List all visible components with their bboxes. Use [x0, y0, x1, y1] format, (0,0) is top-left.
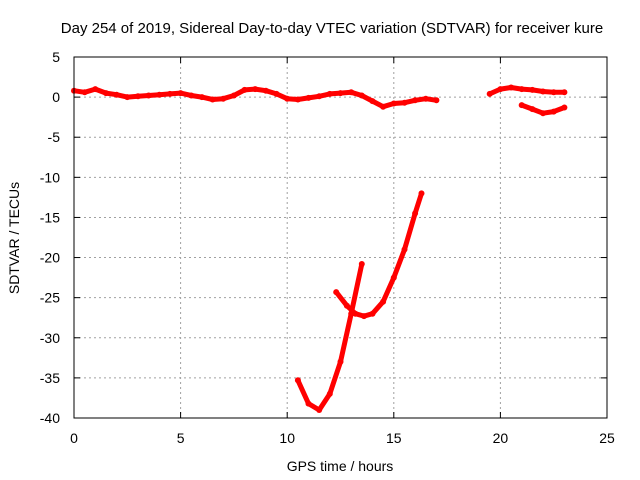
- y-tick-label: -40: [40, 410, 60, 426]
- data-point: [412, 210, 419, 217]
- data-point: [284, 95, 291, 102]
- data-point: [166, 90, 173, 97]
- data-point: [358, 92, 365, 99]
- data-point: [81, 89, 88, 96]
- chart-title: Day 254 of 2019, Sidereal Day-to-day VTE…: [61, 20, 603, 37]
- data-point: [92, 86, 99, 93]
- data-point: [401, 99, 408, 106]
- data-point: [273, 90, 280, 97]
- data-point: [412, 97, 419, 104]
- data-point: [343, 302, 350, 309]
- data-point: [550, 108, 557, 115]
- data-point: [113, 91, 120, 98]
- data-series-layer: [71, 84, 568, 413]
- data-point: [135, 93, 141, 100]
- y-tick-label: -15: [40, 209, 60, 225]
- x-tick-label: 5: [177, 430, 185, 446]
- plot-frame: [73, 56, 608, 419]
- data-point: [348, 89, 355, 96]
- y-tick-label: -20: [40, 250, 60, 266]
- data-point: [337, 358, 344, 365]
- data-point: [380, 103, 387, 110]
- data-point: [124, 94, 131, 101]
- data-point: [188, 92, 195, 99]
- axis-ticks: 0 5 10 15 20 25 5 0 -5 -10 -15 -20 -25 -30 -35 -40: [40, 49, 615, 446]
- data-point: [220, 95, 227, 102]
- data-point: [316, 93, 323, 100]
- data-point: [540, 110, 546, 117]
- data-point: [103, 90, 109, 97]
- data-point: [316, 407, 323, 413]
- series-line-5: [333, 190, 424, 319]
- y-tick-label: -35: [40, 370, 60, 386]
- data-point: [418, 190, 425, 197]
- x-tick-label: 15: [386, 430, 402, 446]
- y-axis-label: SDTVAR / TECUs: [6, 182, 22, 294]
- series-line-4: [295, 261, 365, 413]
- data-point: [380, 298, 387, 305]
- data-point: [252, 86, 259, 93]
- data-point: [540, 88, 546, 95]
- x-tick-label: 0: [70, 430, 78, 446]
- data-point: [352, 310, 359, 317]
- y-tick-label: -5: [48, 129, 61, 145]
- y-tick-label: -30: [40, 330, 60, 346]
- x-tick-label: 25: [599, 430, 615, 446]
- x-axis-label: GPS time / hours: [287, 458, 394, 474]
- data-point: [561, 104, 568, 111]
- data-point: [358, 261, 365, 267]
- data-point: [508, 84, 515, 91]
- data-point: [422, 95, 429, 102]
- data-point: [305, 400, 312, 407]
- x-tick-label: 10: [279, 430, 295, 446]
- data-point: [529, 106, 536, 113]
- data-point: [433, 97, 440, 104]
- data-point: [361, 313, 367, 320]
- data-point: [561, 89, 568, 96]
- x-tick-label: 20: [493, 430, 509, 446]
- data-point: [209, 96, 216, 103]
- data-point: [369, 98, 376, 105]
- data-point: [529, 86, 536, 93]
- data-point: [145, 92, 152, 99]
- data-point: [156, 91, 163, 98]
- y-tick-label: 5: [52, 49, 60, 65]
- data-point: [305, 94, 312, 101]
- data-point: [198, 94, 205, 101]
- y-tick-label: -25: [40, 290, 60, 306]
- data-point: [390, 100, 397, 107]
- data-point: [369, 310, 376, 317]
- data-point: [326, 90, 333, 97]
- y-tick-label: 0: [52, 89, 60, 105]
- data-point: [294, 377, 301, 384]
- data-point: [518, 102, 525, 109]
- data-point: [390, 274, 397, 281]
- y-tick-label: -10: [40, 169, 60, 185]
- data-point: [518, 86, 525, 93]
- data-point: [550, 89, 557, 96]
- data-point: [177, 90, 184, 97]
- data-point: [486, 90, 493, 97]
- data-point: [497, 86, 504, 93]
- data-point: [333, 289, 340, 296]
- data-point: [337, 90, 344, 97]
- data-point: [326, 390, 333, 397]
- data-point: [401, 246, 408, 253]
- data-point: [230, 92, 237, 99]
- data-point: [294, 96, 301, 103]
- data-point: [262, 87, 269, 94]
- data-point: [241, 86, 248, 93]
